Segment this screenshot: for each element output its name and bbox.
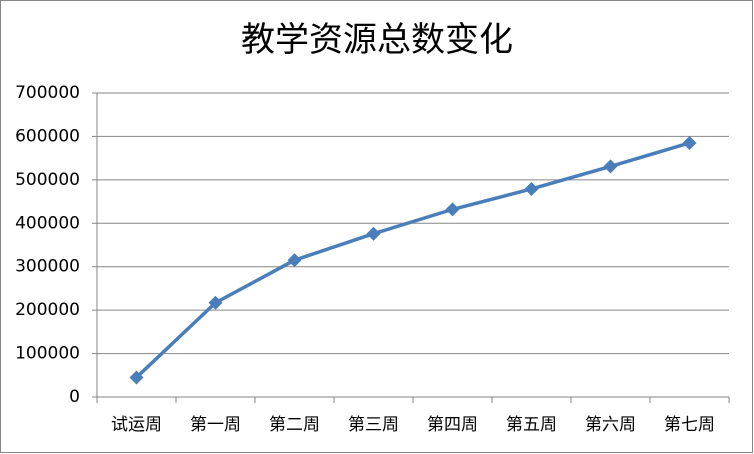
x-tick-label: 试运周 [111, 415, 162, 435]
x-tick-label: 第三周 [348, 415, 399, 435]
x-tick-label: 第四周 [427, 415, 478, 435]
y-tick-label: 300000 [15, 257, 80, 277]
data-marker [445, 202, 460, 217]
data-marker [287, 253, 302, 268]
y-tick-label: 700000 [15, 83, 80, 103]
x-tick-label: 第二周 [269, 415, 320, 435]
x-tick-label: 第七周 [664, 415, 715, 435]
data-marker [129, 370, 144, 385]
y-tick-label: 500000 [15, 170, 80, 190]
y-tick-label: 200000 [15, 300, 80, 320]
y-tick-label: 0 [69, 387, 80, 407]
x-tick-label: 第六周 [585, 415, 636, 435]
data-marker [524, 181, 539, 196]
data-marker [208, 295, 223, 310]
y-tick-label: 400000 [15, 213, 80, 233]
data-marker [603, 159, 618, 174]
y-tick-label: 100000 [15, 344, 80, 364]
x-tick-label: 第五周 [506, 415, 557, 435]
data-marker [682, 135, 697, 150]
chart-title: 教学资源总数变化 [241, 20, 513, 60]
x-tick-label: 第一周 [190, 415, 241, 435]
y-tick-label: 600000 [15, 126, 80, 146]
data-line [135, 141, 690, 379]
data-marker [366, 226, 381, 241]
